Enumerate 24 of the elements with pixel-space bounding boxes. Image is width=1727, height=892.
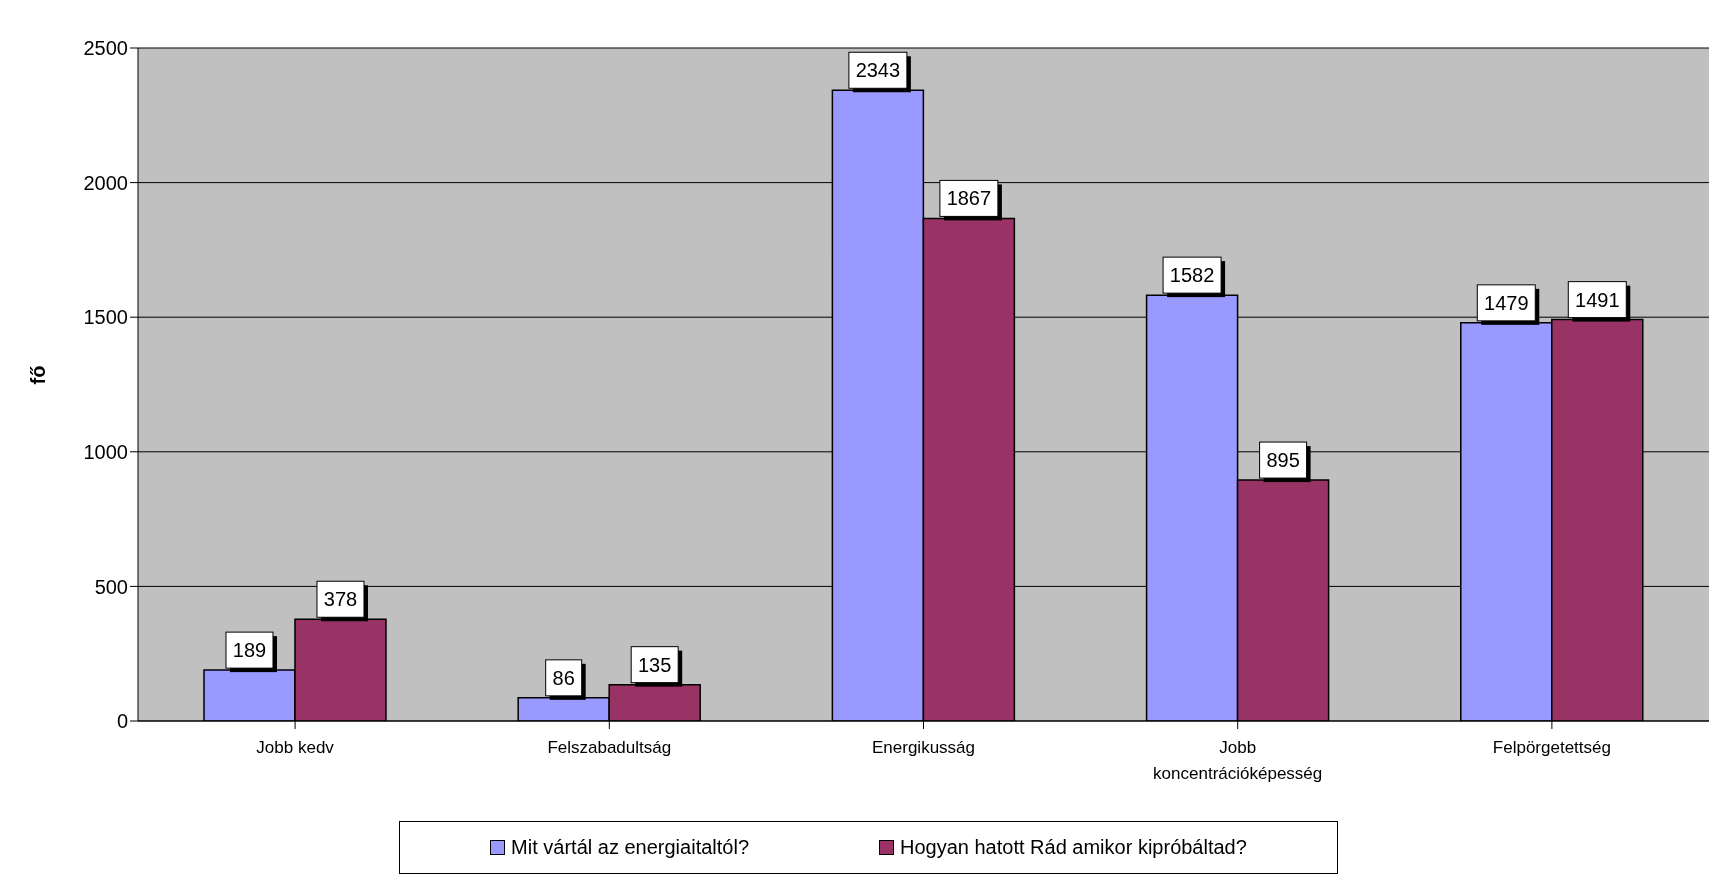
y-axis-title: fő [27,365,50,385]
x-tick-label: Energikusság [871,738,976,757]
x-tick-label: Felpörgetettség [1492,738,1611,757]
data-label: 189 [232,639,267,662]
y-tick-label: 1000 [83,440,128,463]
x-tick-label: Jobb koncentrációképesség [1153,738,1323,783]
y-tick-label: 1500 [83,306,128,329]
x-tick-label: Felszabadultság [547,738,672,757]
data-label: 1491 [1575,288,1620,311]
data-label: 2343 [855,59,901,82]
data-label: 378 [323,588,358,611]
data-label: 1582 [1169,264,1215,287]
legend-label: Hogyan hatott Rád amikor kipróbáltad? [899,836,1247,859]
y-tick-label: 2500 [83,37,128,60]
data-label: 1867 [946,187,992,210]
legend-label: Mit vártál az energiaitaltól? [510,836,749,859]
x-tick-label: Jobb kedv [256,738,335,757]
y-tick-label: 2000 [83,171,128,194]
data-label: 1479 [1484,291,1529,314]
y-tick-label: 500 [94,575,128,598]
data-label: 86 [552,666,575,689]
data-label: 135 [637,653,672,676]
data-label: 895 [1266,449,1300,472]
y-tick-label: 0 [116,710,128,733]
